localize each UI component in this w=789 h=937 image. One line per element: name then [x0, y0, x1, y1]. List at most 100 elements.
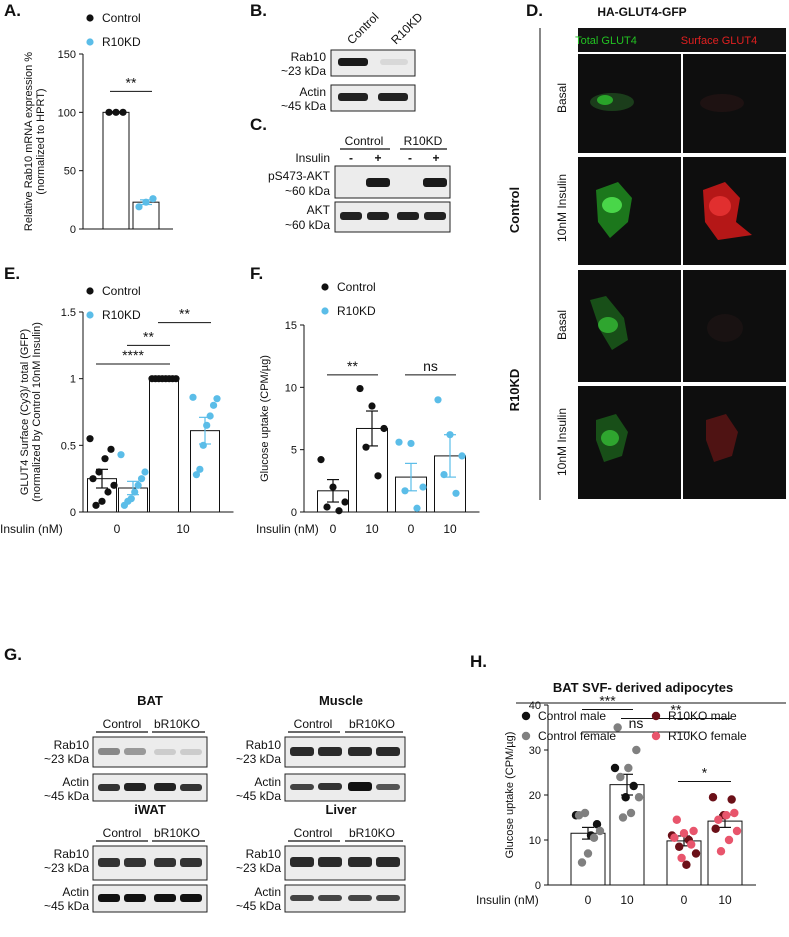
data-point [672, 815, 681, 824]
significance-label: ** [671, 702, 682, 718]
micro-group-control: Control [507, 187, 522, 233]
liver-actin-label: Actin [254, 885, 281, 899]
band-rab10-r10kd [380, 59, 408, 65]
y-tick-label: 50 [64, 166, 76, 178]
data-point [589, 833, 599, 842]
band [290, 857, 314, 867]
lane-sign-4: + [432, 151, 439, 165]
data-point [592, 820, 602, 829]
panel-label-b: B. [250, 1, 267, 20]
lane-sign-2: + [374, 151, 381, 165]
data-point [679, 829, 689, 838]
lane-sign-1: - [349, 151, 353, 165]
cell-shape [707, 314, 743, 342]
data-point [374, 472, 382, 480]
col-label-total-glut4: Total GLUT4 [575, 35, 637, 47]
y-axis-label: (normalized to HPRT) [35, 88, 47, 194]
liver-actin-size: ~45 kDa [236, 899, 281, 913]
significance-label: ns [423, 358, 438, 374]
legend-marker [321, 283, 329, 291]
y-tick-label: 1 [70, 374, 76, 386]
data-point [213, 395, 221, 403]
significance-label: **** [122, 347, 144, 363]
x-group-label: 10 [176, 522, 190, 536]
significance-label: *** [599, 693, 616, 709]
data-point [135, 203, 143, 211]
legend-label: Control [102, 11, 141, 25]
band [98, 748, 120, 755]
band [180, 784, 202, 791]
bat-rab10-label: Rab10 [54, 738, 90, 752]
cell-shape [598, 317, 618, 333]
data-point [199, 441, 207, 449]
tissue-label-liver: Liver [325, 802, 356, 817]
band-actin-r10kd [378, 93, 408, 101]
data-point [131, 488, 139, 496]
muscle-actin-label: Actin [254, 775, 281, 789]
data-point [134, 481, 142, 489]
y-tick-label: 100 [58, 107, 76, 119]
iwat-group-control: Control [103, 826, 142, 840]
band [376, 784, 400, 790]
data-point [689, 826, 698, 836]
band [290, 895, 314, 901]
data-point [610, 763, 620, 773]
bar [102, 111, 130, 230]
data-point [711, 824, 720, 833]
cell-shape [709, 196, 731, 216]
band [318, 895, 342, 901]
cell-shape [706, 414, 738, 462]
panel-g-western-blots: BAT Control bR10KO Rab10 ~23 kDa Actin ~… [44, 693, 406, 913]
data-point [458, 452, 466, 460]
data-point [86, 435, 94, 443]
significance-label: ** [347, 358, 358, 374]
x-group-label: 10 [365, 522, 379, 536]
data-point [317, 456, 325, 464]
muscle-group-control: Control [294, 717, 333, 731]
liver-group-control: Control [294, 826, 333, 840]
micro-row-label-2: 10nM Insulin [555, 174, 569, 242]
panel-d-microscopy: HA-GLUT4-GFP Total GLUT4 Surface GLUT4 C… [507, 5, 786, 500]
y-tick-label: 0 [70, 507, 76, 519]
data-point [141, 468, 149, 476]
data-point [137, 475, 146, 483]
band [98, 858, 120, 867]
data-point [727, 795, 736, 804]
cell-shape [601, 430, 619, 446]
y-tick-label: 1.5 [61, 307, 76, 319]
band-pakt-control-ins [366, 178, 390, 187]
data-point [341, 498, 349, 506]
data-point [675, 842, 684, 851]
panel-label-h: H. [470, 652, 487, 671]
chart-a-rab10-mrna: 0 50 100 150 Relative Rab10 mRNA expression … [23, 11, 173, 236]
data-point [616, 772, 625, 782]
data-point [323, 503, 331, 511]
bar [570, 832, 606, 886]
data-point [89, 475, 97, 483]
liver-rab10-size: ~23 kDa [236, 861, 281, 875]
iwat-actin-size: ~45 kDa [44, 899, 89, 913]
legend-marker [651, 731, 661, 741]
data-point [434, 396, 442, 404]
band-akt-4 [424, 212, 446, 220]
blot-label-actin: Actin [299, 85, 326, 99]
micro-header-bar [578, 28, 786, 52]
legend-marker [86, 38, 94, 46]
data-point [362, 443, 370, 451]
data-point [708, 793, 718, 802]
data-point [329, 483, 337, 491]
micro-group-r10kd: R10KD [507, 369, 522, 412]
bat-group-bko: bR10KO [154, 717, 200, 731]
legend-label: R10KO female [668, 729, 747, 743]
band [124, 894, 146, 902]
y-tick-label: 10 [529, 835, 541, 847]
data-point [583, 849, 593, 858]
data-point [687, 840, 696, 849]
data-point [209, 401, 218, 409]
bat-actin-size: ~45 kDa [44, 789, 89, 803]
data-point [730, 808, 739, 818]
data-point [577, 858, 587, 867]
x-group-label: 0 [330, 522, 337, 536]
